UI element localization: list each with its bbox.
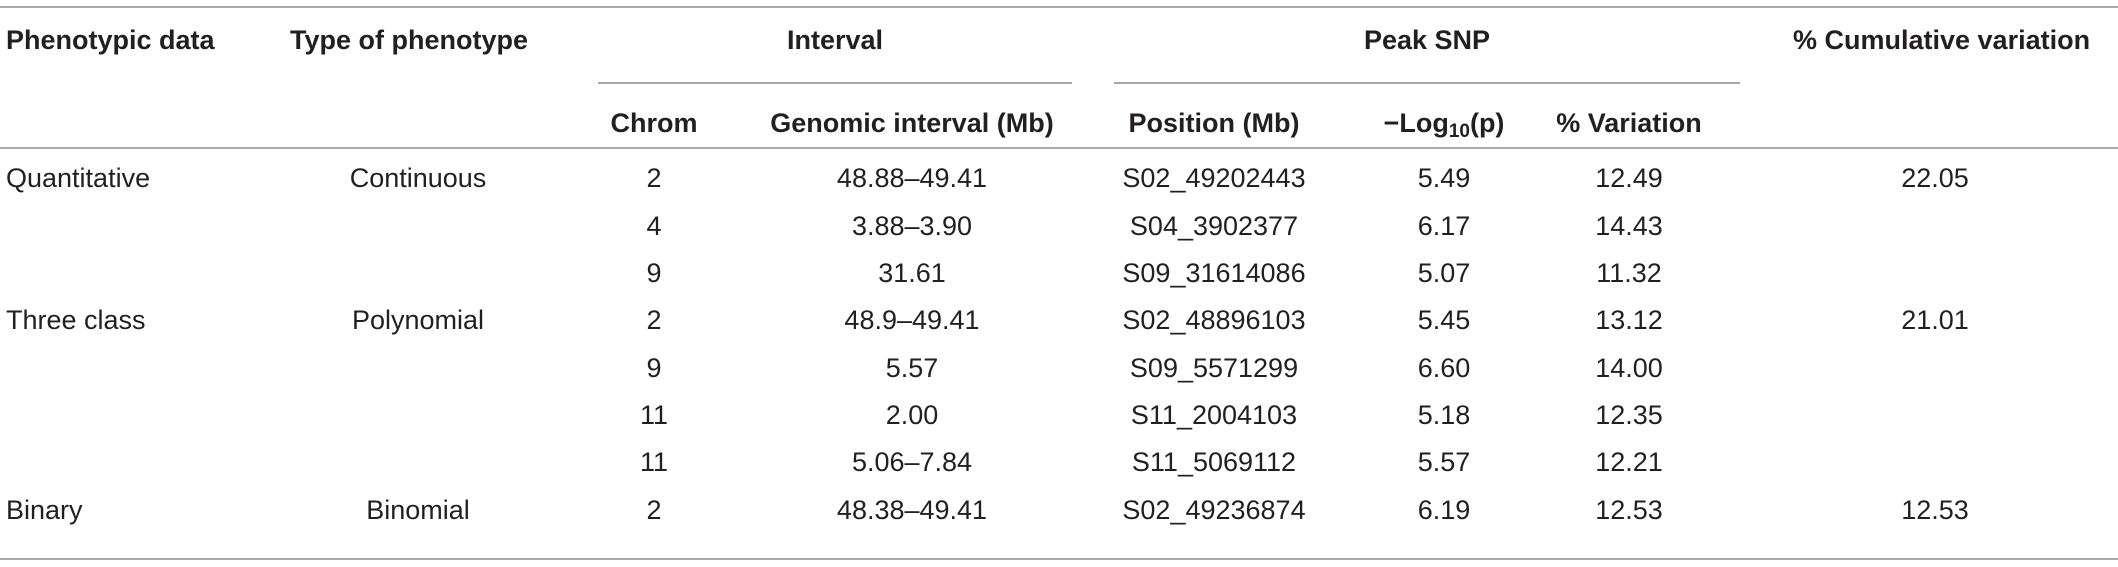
cell-position: S02_49202443 — [1122, 163, 1306, 193]
cell-genomic-interval: 3.88–3.90 — [851, 211, 973, 241]
cell-type-of-phenotype: Binomial — [366, 495, 470, 525]
header-cumulative-variation: % Cumulative variation — [1793, 25, 2091, 55]
header-log-suffix: (p) — [1469, 108, 1505, 138]
cell-chrom: 11 — [639, 447, 669, 477]
cell-genomic-interval: 5.06–7.84 — [851, 447, 973, 477]
cell-genomic-interval: 2.00 — [885, 400, 939, 430]
cell-variation: 14.43 — [1595, 211, 1663, 241]
cell-variation: 14.00 — [1595, 353, 1663, 383]
cell-position: S09_31614086 — [1122, 258, 1306, 288]
cell-variation: 11.32 — [1596, 258, 1662, 288]
cell-variation: 12.49 — [1595, 163, 1663, 193]
cell-genomic-interval: 31.61 — [878, 258, 946, 288]
cell-cumulative-variation: 22.05 — [1901, 163, 1969, 193]
cell-log-p: 6.19 — [1417, 495, 1471, 525]
cell-genomic-interval: 48.88–49.41 — [836, 163, 988, 193]
cell-position: S04_3902377 — [1129, 211, 1299, 241]
cell-chrom: 2 — [646, 495, 662, 525]
header-phenotypic-data: Phenotypic data — [6, 25, 215, 55]
cell-genomic-interval: 5.57 — [885, 353, 939, 383]
header-peak-snp: Peak SNP — [1363, 25, 1491, 55]
cell-cumulative-variation: 12.53 — [1901, 495, 1969, 525]
cell-genomic-interval: 48.9–49.41 — [844, 305, 980, 335]
cell-log-p: 5.49 — [1417, 163, 1471, 193]
header-log-p: −Log10(p) — [1383, 107, 1505, 142]
cell-chrom: 9 — [646, 258, 662, 288]
header-interval: Interval — [786, 25, 884, 55]
peak-snp-group-rule — [1114, 82, 1740, 84]
cell-phenotypic-data: Three class — [6, 305, 146, 335]
cell-log-p: 5.18 — [1417, 400, 1471, 430]
cell-variation: 13.12 — [1595, 305, 1663, 335]
cell-chrom: 2 — [646, 305, 662, 335]
cell-genomic-interval: 48.38–49.41 — [836, 495, 988, 525]
cell-position: S02_49236874 — [1122, 495, 1306, 525]
header-log-prefix: −Log — [1383, 108, 1449, 138]
cell-position: S09_5571299 — [1129, 353, 1299, 383]
cell-phenotypic-data: Binary — [6, 495, 83, 525]
header-type-of-phenotype: Type of phenotype — [290, 25, 529, 55]
table-bottom-rule — [0, 558, 2118, 560]
cell-position: S11_5069112 — [1131, 447, 1297, 477]
header-log-subscript: 10 — [1448, 121, 1470, 142]
cell-chrom: 11 — [639, 400, 669, 430]
header-bottom-rule — [0, 147, 2118, 149]
cell-variation: 12.53 — [1595, 495, 1663, 525]
cell-position: S11_2004103 — [1130, 400, 1298, 430]
cell-position: S02_48896103 — [1122, 305, 1306, 335]
cell-log-p: 6.17 — [1417, 211, 1471, 241]
header-position: Position (Mb) — [1128, 108, 1300, 138]
cell-type-of-phenotype: Polynomial — [351, 305, 485, 335]
cell-log-p: 6.60 — [1417, 353, 1471, 383]
cell-log-p: 5.45 — [1417, 305, 1471, 335]
cell-variation: 12.35 — [1595, 400, 1663, 430]
header-chrom: Chrom — [610, 108, 698, 138]
header-genomic-interval: Genomic interval (Mb) — [770, 108, 1054, 138]
cell-cumulative-variation: 21.01 — [1901, 305, 1969, 335]
cell-log-p: 5.07 — [1417, 258, 1471, 288]
cell-chrom: 4 — [646, 211, 662, 241]
cell-type-of-phenotype: Continuous — [349, 163, 487, 193]
cell-variation: 12.21 — [1595, 447, 1663, 477]
cell-chrom: 2 — [646, 163, 662, 193]
header-variation: % Variation — [1556, 108, 1702, 138]
cell-phenotypic-data: Quantitative — [6, 163, 151, 193]
cell-log-p: 5.57 — [1417, 447, 1471, 477]
interval-group-rule — [598, 82, 1072, 84]
table-top-rule — [0, 6, 2118, 8]
cell-chrom: 9 — [646, 353, 662, 383]
